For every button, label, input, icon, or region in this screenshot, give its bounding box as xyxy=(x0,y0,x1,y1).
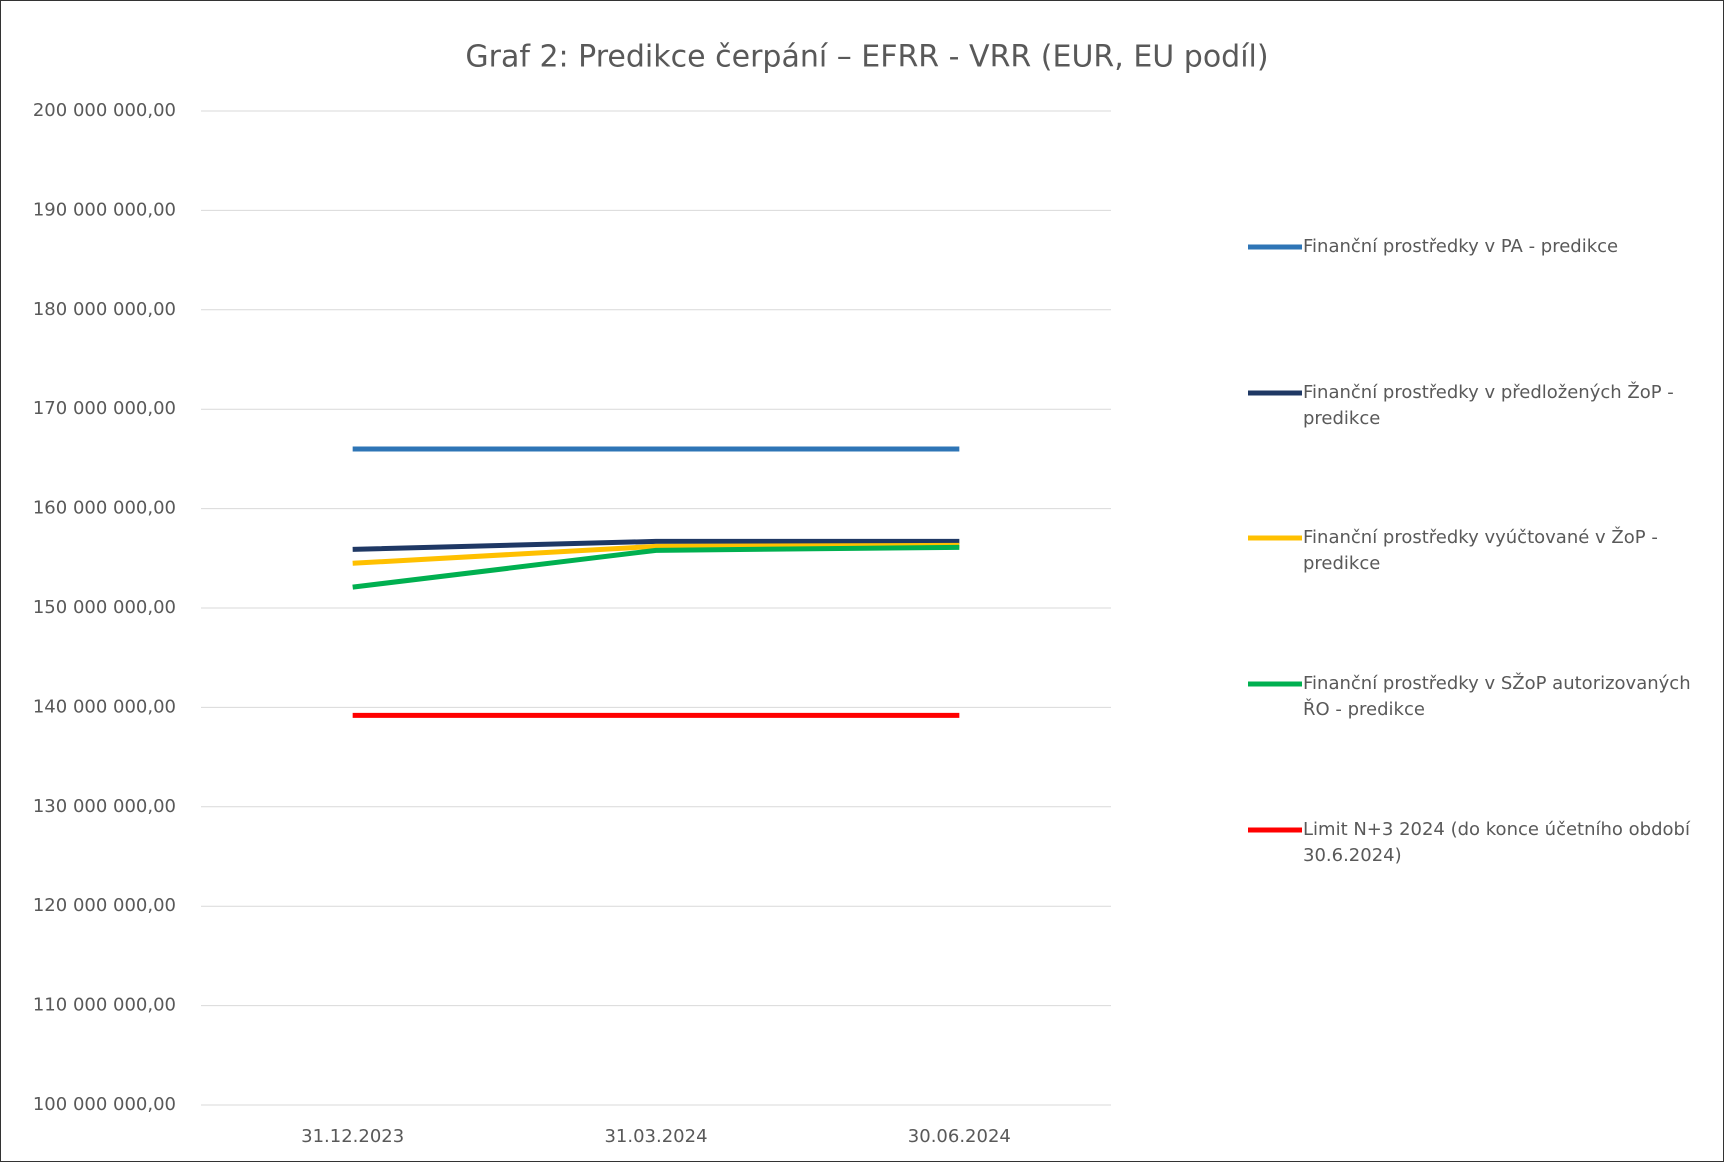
series-line xyxy=(352,544,960,590)
y-tick-label: 170 000 000,00 xyxy=(33,398,176,419)
y-tick-label: 200 000 000,00 xyxy=(33,100,176,121)
series-line xyxy=(352,542,960,566)
y-tick-label: 100 000 000,00 xyxy=(33,1094,176,1115)
legend-label: Finanční prostředky v PA - predikce xyxy=(1303,236,1619,257)
y-tick-label: 150 000 000,00 xyxy=(33,597,176,618)
y-tick-label: 190 000 000,00 xyxy=(33,199,176,220)
x-tick-label: 30.06.2024 xyxy=(908,1126,1011,1147)
series-line xyxy=(352,538,960,552)
y-tick-label: 130 000 000,00 xyxy=(33,796,176,817)
legend-label: Finanční prostředky vyúčtované v ŽoP - p… xyxy=(1303,527,1658,574)
y-tick-label: 140 000 000,00 xyxy=(33,696,176,717)
y-tick-label: 110 000 000,00 xyxy=(33,995,176,1016)
chart-title: Graf 2: Predikce čerpání – EFRR - VRR (E… xyxy=(465,40,1268,75)
x-tick-label: 31.03.2024 xyxy=(604,1126,707,1147)
y-tick-label: 120 000 000,00 xyxy=(33,895,176,916)
x-tick-label: 31.12.2023 xyxy=(301,1126,404,1147)
y-tick-label: 160 000 000,00 xyxy=(33,498,176,519)
y-tick-label: 180 000 000,00 xyxy=(33,299,176,320)
legend-label: Limit N+3 2024 (do konce účetního období… xyxy=(1303,819,1690,866)
legend-label: Finanční prostředky v předložených ŽoP -… xyxy=(1303,382,1674,429)
legend-label: Finanční prostředky v SŽoP autorizovanýc… xyxy=(1303,673,1691,720)
